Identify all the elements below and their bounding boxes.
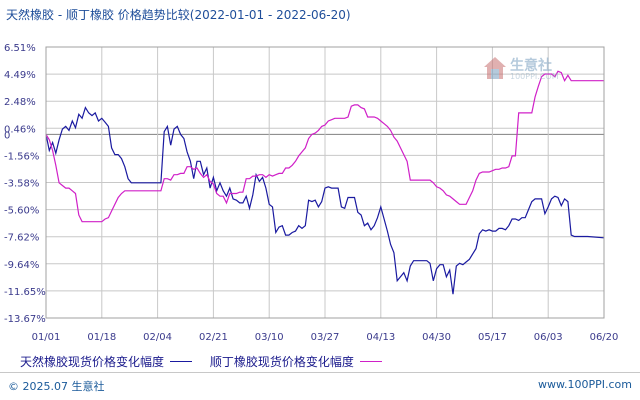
watermark-logo: 生意社 100PPI.COM [482, 55, 572, 85]
zero-label: 0 [4, 130, 10, 141]
y-tick-label: -3.58% [4, 179, 39, 190]
series-line-2 [45, 70, 604, 223]
footer-site-link[interactable]: www.100PPI.com [538, 378, 632, 391]
x-tick-label: 01/01 [32, 332, 61, 343]
y-tick-label: 4.49% [4, 70, 36, 81]
x-tick-label: 05/17 [478, 332, 507, 343]
y-tick-label: -13.67% [4, 314, 46, 325]
y-tick-label: 0.46% [4, 124, 36, 135]
footer-divider [0, 372, 640, 373]
plot-frame [45, 46, 605, 319]
x-tick-label: 02/04 [143, 332, 172, 343]
legend-item-series1: 天然橡胶现货价格变化幅度 [20, 353, 193, 370]
x-tick-label: 01/18 [87, 332, 116, 343]
footer-copyright: © 2025.07 生意社 [8, 380, 105, 393]
series-line-1 [45, 106, 605, 295]
chart-legend: 天然橡胶现货价格变化幅度 顺丁橡胶现货价格变化幅度 [20, 353, 396, 370]
x-tick-label: 03/10 [255, 332, 284, 343]
legend-item-series2: 顺丁橡胶现货价格变化幅度 [210, 353, 382, 370]
y-tick-label: 2.48% [4, 97, 36, 108]
legend-label-series1: 天然橡胶现货价格变化幅度 [20, 355, 165, 369]
y-tick-label: -9.64% [4, 260, 39, 271]
y-tick-label: 6.51% [4, 43, 36, 54]
x-tick-label: 04/13 [366, 332, 395, 343]
watermark-text: 生意社 [510, 58, 552, 74]
x-tick-label: 06/03 [534, 332, 563, 343]
series-lines [45, 70, 605, 295]
legend-swatch-series1 [170, 361, 193, 362]
y-tick-label: -7.62% [4, 233, 39, 244]
y-tick-label: -1.56% [4, 151, 39, 162]
x-tick-label: 02/21 [199, 332, 228, 343]
x-tick-label: 04/30 [422, 332, 451, 343]
x-tick-label: 06/20 [590, 332, 619, 343]
y-tick-labels: 6.51% 4.49% 2.48% 0.46% -1.56% -3.58% -5.60% -7… [4, 43, 46, 325]
legend-label-series2: 顺丁橡胶现货价格变化幅度 [209, 355, 354, 369]
house-icon [484, 57, 506, 79]
y-tick-label: -11.65% [4, 287, 46, 298]
x-tick-label: 03/27 [311, 332, 340, 343]
chart-title: 天然橡胶 - 顺丁橡胶 价格趋势比较(2022-01-01 - 2022-06-… [6, 8, 351, 22]
watermark-sub: 100PPI.COM [510, 72, 559, 81]
legend-swatch-series2 [359, 361, 382, 362]
y-tick-label: -5.60% [4, 206, 39, 217]
x-tick-labels: 01/01 01/18 02/04 02/21 03/10 03/27 04/13 04/30… [32, 332, 619, 343]
chart-grid [45, 46, 605, 319]
